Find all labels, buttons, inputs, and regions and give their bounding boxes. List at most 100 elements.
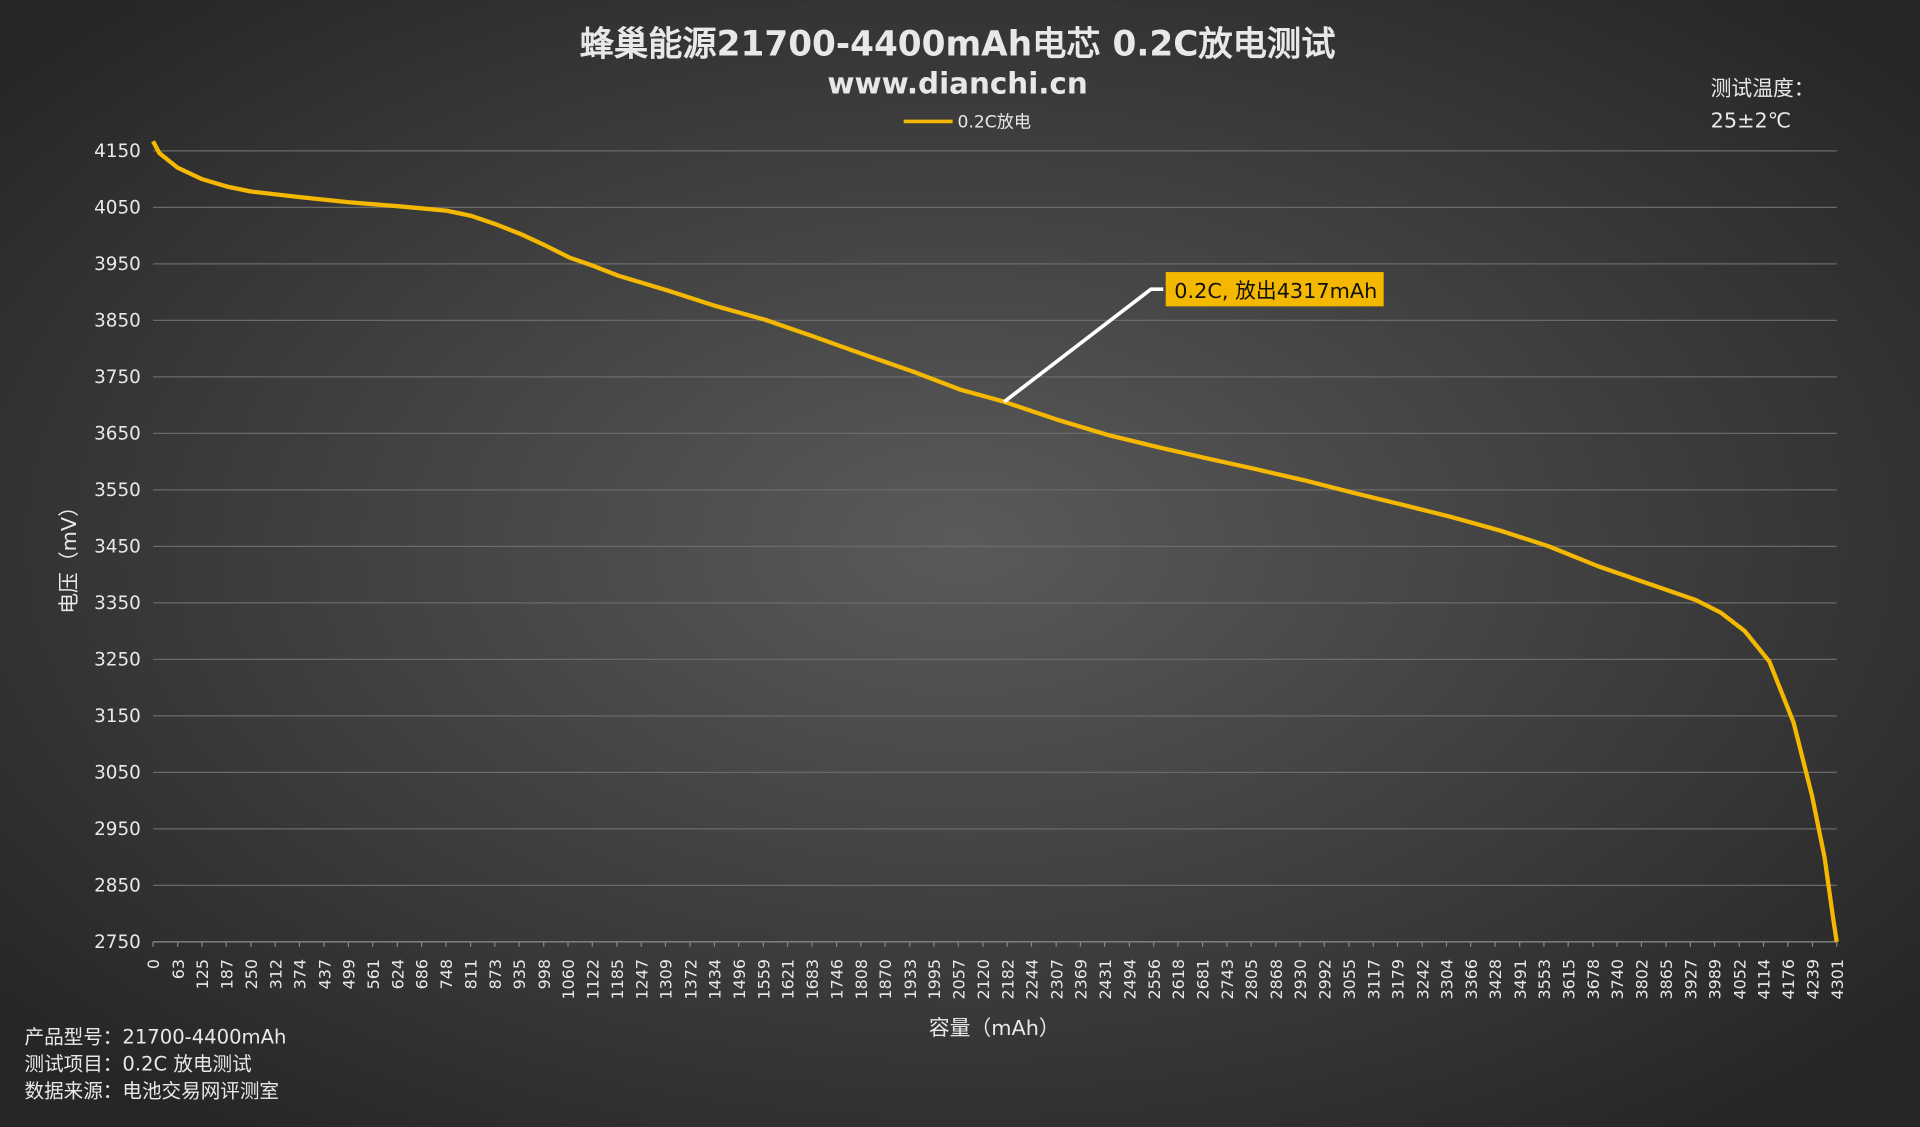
chart-subtitle: www.dianchi.cn bbox=[827, 66, 1087, 100]
y-tick-label: 3650 bbox=[94, 423, 141, 444]
x-tick-label: 499 bbox=[340, 959, 359, 989]
x-tick-label: 374 bbox=[291, 959, 310, 989]
x-tick-label: 3491 bbox=[1511, 959, 1530, 999]
x-tick-label: 2307 bbox=[1047, 959, 1066, 999]
y-tick-label: 3450 bbox=[94, 536, 141, 557]
x-tick-label: 3304 bbox=[1438, 959, 1457, 999]
x-tick-label: 4114 bbox=[1755, 959, 1774, 999]
annotation-pointer bbox=[1002, 287, 1164, 404]
y-tick-label: 2950 bbox=[94, 819, 141, 840]
x-tick-label: 2868 bbox=[1267, 959, 1286, 999]
y-tick-label: 3950 bbox=[94, 254, 141, 275]
x-tick-label: 748 bbox=[437, 959, 456, 989]
x-tick-label: 2556 bbox=[1145, 959, 1164, 999]
x-tick-label: 3865 bbox=[1657, 959, 1676, 999]
y-tick-label: 3750 bbox=[94, 367, 141, 388]
x-tick-label: 3802 bbox=[1633, 959, 1652, 999]
note: 25±2℃ bbox=[1711, 109, 1791, 133]
x-tick-label: 2244 bbox=[1023, 959, 1042, 999]
x-tick-label: 998 bbox=[535, 959, 554, 989]
x-tick-label: 312 bbox=[266, 959, 285, 989]
x-tick-label: 2681 bbox=[1194, 959, 1213, 999]
y-tick-label: 3350 bbox=[94, 593, 141, 614]
x-tick-label: 2431 bbox=[1096, 959, 1115, 999]
footer-line: 测试项目：0.2C 放电测试 bbox=[24, 1052, 251, 1075]
x-tick-label: 2369 bbox=[1072, 959, 1091, 999]
x-tick-label: 2494 bbox=[1120, 959, 1139, 999]
x-tick-label: 250 bbox=[242, 959, 261, 989]
x-tick-label: 935 bbox=[510, 959, 529, 989]
y-tick-label: 3150 bbox=[94, 706, 141, 727]
annotation-box bbox=[1165, 272, 1384, 307]
x-tick-label: 125 bbox=[193, 959, 212, 989]
x-tick-label: 2057 bbox=[949, 959, 968, 999]
x-tick-label: 4176 bbox=[1779, 959, 1798, 999]
y-tick-label: 3050 bbox=[94, 762, 141, 783]
x-tick-label: 0 bbox=[144, 959, 163, 969]
x-tick-label: 686 bbox=[413, 959, 432, 989]
x-tick-label: 1808 bbox=[852, 959, 871, 999]
x-tick-label: 3366 bbox=[1462, 959, 1481, 999]
x-tick-label: 4301 bbox=[1828, 959, 1847, 999]
x-tick-label: 2618 bbox=[1169, 959, 1188, 999]
x-tick-label: 3678 bbox=[1584, 959, 1603, 999]
x-tick-label: 1372 bbox=[681, 959, 700, 999]
y-tick-label: 4050 bbox=[94, 197, 141, 218]
footer-line: 数据来源：电池交易网评测室 bbox=[24, 1079, 279, 1102]
x-axis-label: 容量（mAh） bbox=[929, 1016, 1060, 1040]
x-tick-label: 811 bbox=[462, 959, 481, 989]
x-tick-label: 3428 bbox=[1486, 959, 1505, 999]
x-tick-label: 2930 bbox=[1291, 959, 1310, 999]
x-tick-label: 2120 bbox=[974, 959, 993, 999]
x-tick-label: 4239 bbox=[1804, 959, 1823, 999]
annotation-text: 0.2C, 放出4317mAh bbox=[1174, 279, 1377, 303]
data-line bbox=[151, 140, 1839, 943]
x-tick-label: 2805 bbox=[1242, 959, 1261, 999]
x-tick-label: 1309 bbox=[657, 959, 676, 999]
y-tick-label: 2750 bbox=[94, 932, 141, 953]
y-tick-label: 3550 bbox=[94, 480, 141, 501]
x-tick-label: 2182 bbox=[998, 959, 1017, 999]
x-tick-label: 1995 bbox=[925, 959, 944, 999]
y-axis-label: 电压（mV） bbox=[57, 496, 81, 614]
x-tick-label: 1434 bbox=[706, 959, 725, 999]
x-tick-label: 3927 bbox=[1681, 959, 1700, 999]
x-tick-label: 3179 bbox=[1389, 959, 1408, 999]
x-tick-label: 3989 bbox=[1706, 959, 1725, 999]
chart-title: 蜂巢能源21700-4400mAh电芯 0.2C放电测试 bbox=[580, 24, 1336, 64]
x-tick-label: 1559 bbox=[754, 959, 773, 999]
x-tick-label: 3055 bbox=[1340, 959, 1359, 999]
x-tick-label: 1683 bbox=[803, 959, 822, 999]
y-tick-label: 3250 bbox=[94, 649, 141, 670]
x-tick-label: 1060 bbox=[559, 959, 578, 999]
y-tick-label: 3850 bbox=[94, 310, 141, 331]
y-tick-label: 2850 bbox=[94, 875, 141, 896]
x-tick-label: 1496 bbox=[730, 959, 749, 999]
x-tick-label: 187 bbox=[217, 959, 236, 989]
y-tick-label: 4150 bbox=[94, 141, 141, 162]
x-tick-label: 1185 bbox=[608, 959, 627, 999]
x-tick-label: 3117 bbox=[1364, 959, 1383, 999]
x-tick-label: 2992 bbox=[1315, 959, 1334, 999]
x-tick-label: 1933 bbox=[901, 959, 920, 999]
footer-line: 产品型号：21700-4400mAh bbox=[24, 1025, 286, 1048]
x-tick-label: 63 bbox=[169, 959, 188, 979]
plot: 2750 2850 2950 3050 3150 3250 3350 3450 3550 3650… bbox=[94, 140, 1847, 999]
x-tick-label: 4052 bbox=[1730, 959, 1749, 999]
x-tick-label: 3740 bbox=[1608, 959, 1627, 999]
x-tick-label: 1621 bbox=[779, 959, 798, 999]
x-tick-label: 561 bbox=[364, 959, 383, 989]
x-tick-label: 624 bbox=[388, 959, 407, 989]
note: 测试温度： bbox=[1711, 77, 1815, 101]
x-tick-label: 1746 bbox=[828, 959, 847, 999]
x-tick-label: 3553 bbox=[1535, 959, 1554, 999]
x-tick-label: 3242 bbox=[1413, 959, 1432, 999]
x-tick-label: 873 bbox=[486, 959, 505, 989]
x-tick-label: 1870 bbox=[876, 959, 895, 999]
x-tick-label: 1247 bbox=[632, 959, 651, 999]
x-tick-label: 3615 bbox=[1559, 959, 1578, 999]
x-tick-label: 1122 bbox=[583, 959, 602, 999]
x-tick-label: 437 bbox=[315, 959, 334, 989]
